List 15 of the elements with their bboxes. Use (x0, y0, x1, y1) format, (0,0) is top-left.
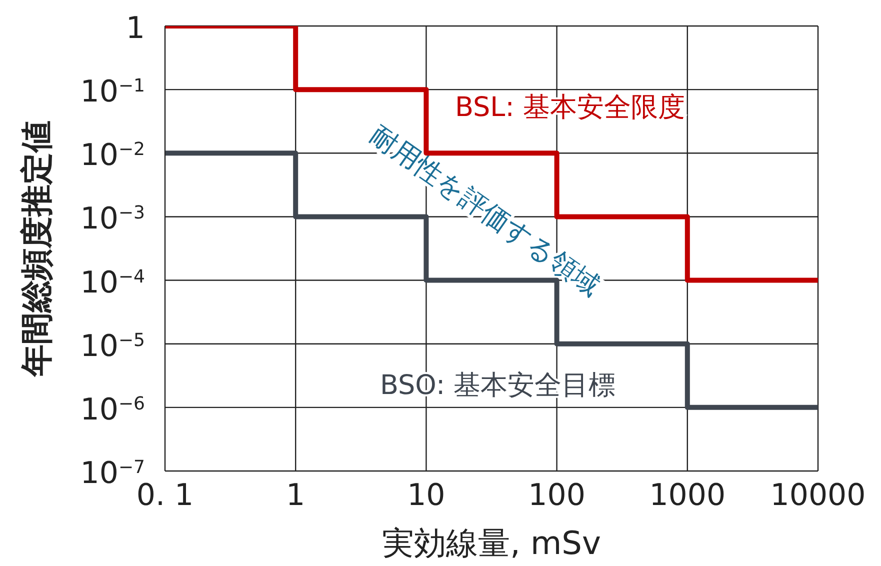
y-tick-label: 10$^{−5}$ (80, 328, 145, 364)
y-tick-label: 1 (126, 11, 145, 46)
x-tick-label: 1000 (649, 478, 726, 513)
x-tick-label: 10000 (770, 478, 866, 513)
x-axis-title: 実効線量, mSv (382, 524, 601, 562)
y-axis-title: 年間総頻度推定値 (17, 120, 56, 378)
y-tick-label: 10$^{−1}$ (80, 74, 145, 110)
y-tick-label: 10$^{−2}$ (80, 138, 145, 174)
y-tick-label: 10$^{−4}$ (80, 265, 145, 300)
y-tick-label: 10$^{−6}$ (80, 392, 145, 428)
annotation: 耐用性を評価する領域 (364, 120, 606, 302)
x-tick-label: 1 (286, 478, 306, 513)
x-tick-label: 10 (407, 478, 446, 513)
x-tick-label: 100 (528, 478, 586, 513)
y-tick-label: 10$^{−3}$ (80, 202, 145, 237)
